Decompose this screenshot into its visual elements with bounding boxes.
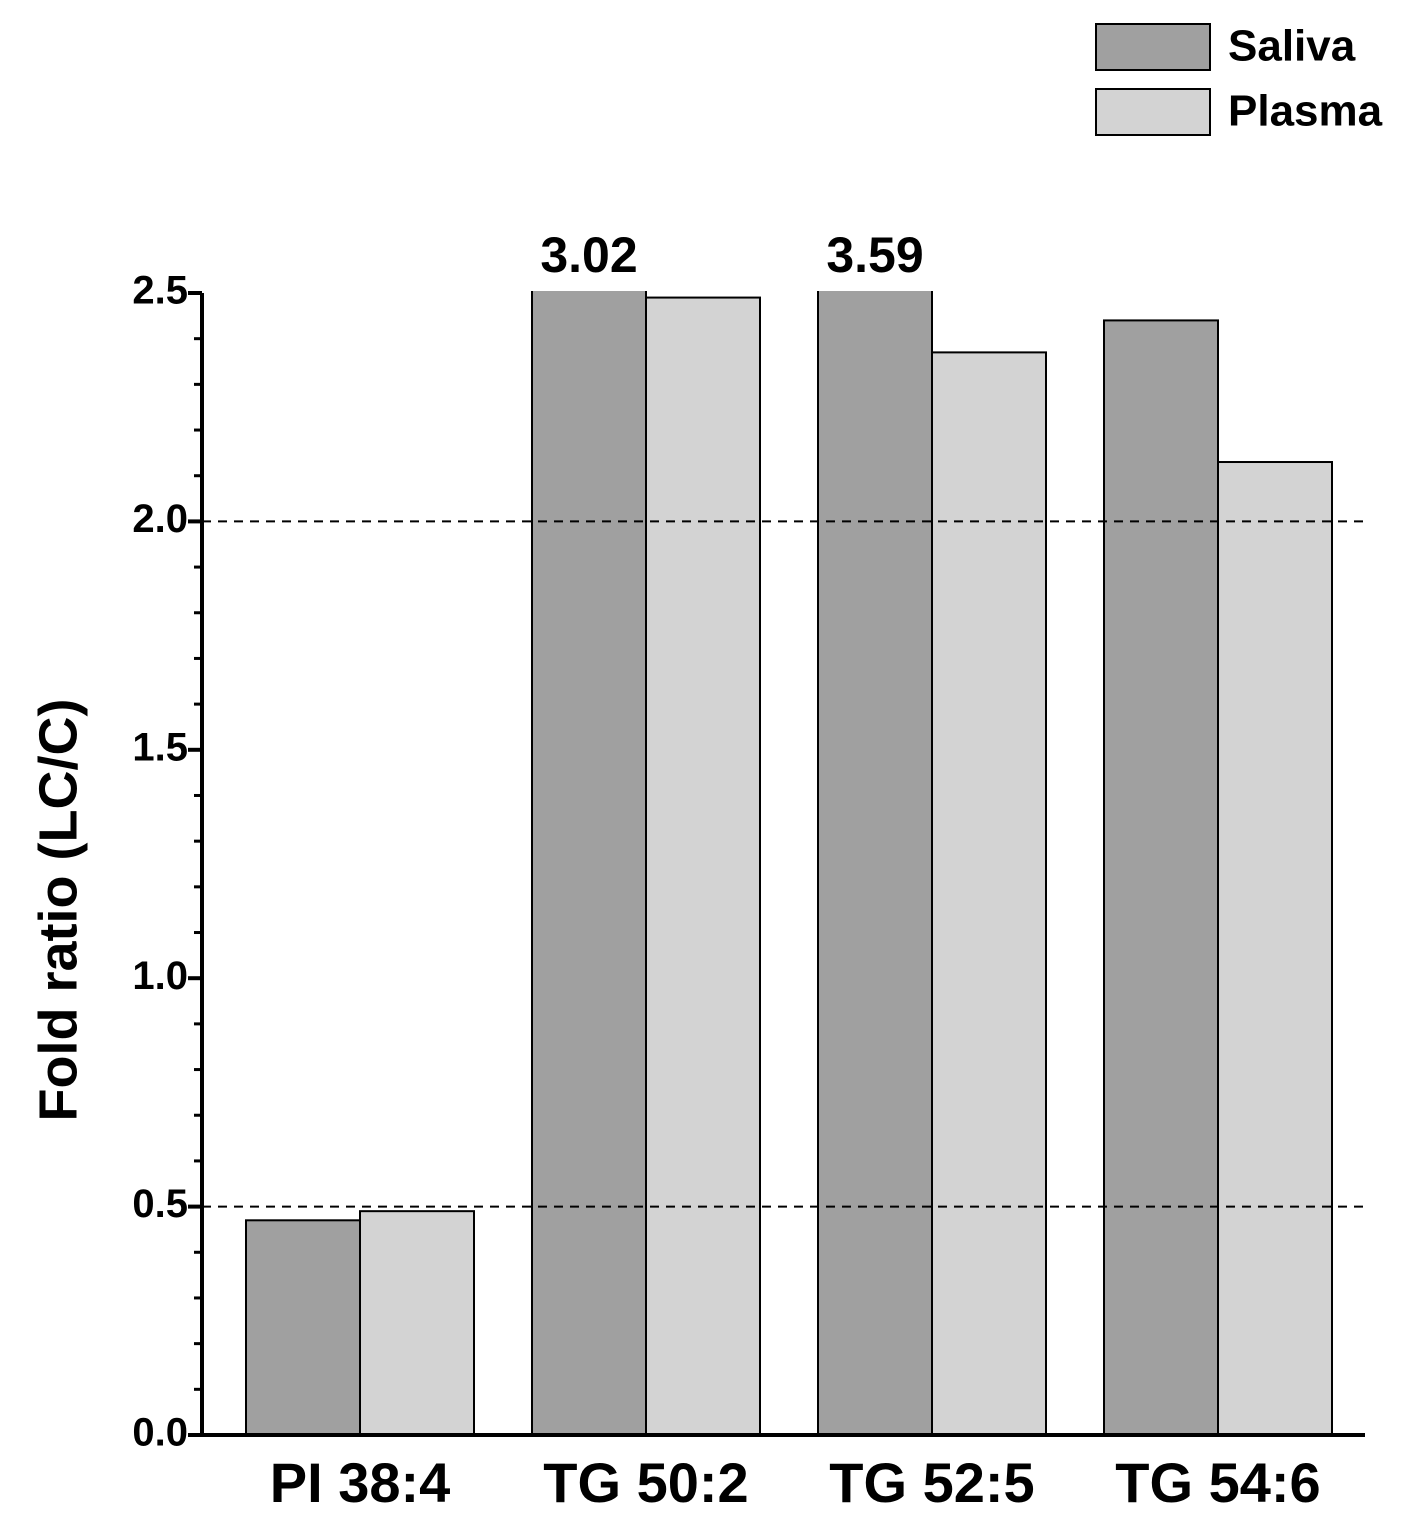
y-tick-label: 2.5 bbox=[132, 269, 188, 313]
data-label: 3.59 bbox=[826, 227, 923, 283]
bars bbox=[245, 291, 1333, 1437]
bar bbox=[1103, 319, 1219, 1437]
y-tick-label: 1.5 bbox=[132, 725, 188, 769]
bar bbox=[645, 296, 761, 1436]
bar bbox=[245, 1219, 361, 1436]
y-axis-label: Fold ratio (LC/C) bbox=[28, 699, 88, 1122]
y-tick-label: 2.0 bbox=[132, 497, 188, 541]
bar bbox=[931, 351, 1047, 1436]
bar bbox=[359, 1210, 475, 1436]
x-tick-label: TG 52:5 bbox=[829, 1451, 1034, 1514]
bar bbox=[817, 291, 933, 1436]
legend-swatch bbox=[1095, 88, 1211, 136]
data-label: 3.02 bbox=[540, 227, 637, 283]
legend-swatch bbox=[1095, 23, 1211, 71]
x-tick-label: PI 38:4 bbox=[270, 1451, 451, 1514]
y-tick-label: 0.0 bbox=[132, 1411, 188, 1455]
x-tick-label: TG 50:2 bbox=[543, 1451, 748, 1514]
legend-label: Saliva bbox=[1228, 22, 1356, 71]
x-tick-label: TG 54:6 bbox=[1115, 1451, 1320, 1514]
bar bbox=[531, 291, 647, 1437]
bar bbox=[1217, 461, 1333, 1436]
legend-label: Plasma bbox=[1228, 87, 1383, 136]
y-tick-label: 0.5 bbox=[132, 1182, 188, 1226]
y-tick-label: 1.0 bbox=[132, 954, 188, 998]
